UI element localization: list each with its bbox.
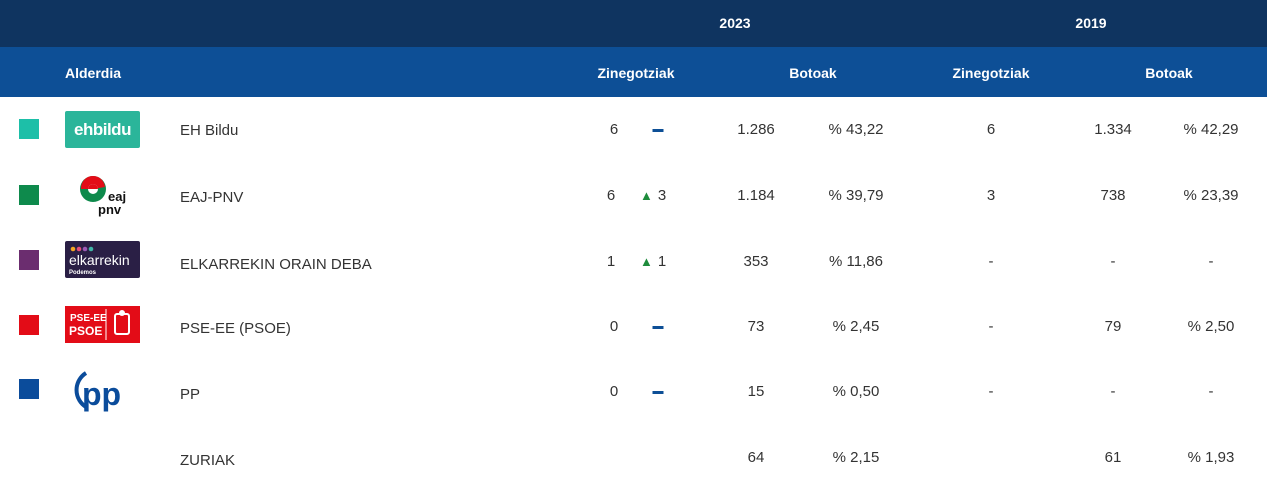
percent-2019: % 42,29 xyxy=(1183,121,1239,138)
seats-2023: 1 xyxy=(606,253,616,270)
percent-2023: % 43,22 xyxy=(828,121,884,138)
votes-2019: - xyxy=(1110,383,1116,400)
table-row: PSE-EE PSOE PSE-EE (PSOE) 0 73 % 2,45 - … xyxy=(0,293,1267,358)
votes-2019: - xyxy=(1110,253,1116,270)
eaj-pnv-logo-icon: eaj pnv xyxy=(78,173,133,218)
table-row: eaj pnv EAJ-PNV 6 ▲ 3 1.184 % 39,79 3 738… xyxy=(0,163,1267,228)
seats-2019-column-header: Zinegotziak xyxy=(952,65,1030,81)
seats-2019: - xyxy=(988,318,994,335)
party-color-swatch xyxy=(19,250,39,270)
votes-2019: 61 xyxy=(1104,449,1122,466)
votes-2019: 1.334 xyxy=(1094,121,1132,138)
percent-2019: - xyxy=(1208,383,1214,400)
percent-2019: % 2,50 xyxy=(1187,318,1235,335)
votes-2023: 353 xyxy=(743,253,769,270)
ehbildu-logo-icon: ehbildu xyxy=(65,111,140,148)
seats-2019: - xyxy=(988,383,994,400)
table-row: elkarrekin Podemos ELKARREKIN ORAIN DEBA… xyxy=(0,228,1267,293)
votes-2023: 1.286 xyxy=(737,121,775,138)
party-color-swatch xyxy=(19,119,39,139)
svg-text:eaj: eaj xyxy=(108,189,126,204)
year-2023-label: 2023 xyxy=(719,15,751,31)
elkarrekin-logo-icon: elkarrekin Podemos xyxy=(65,241,140,278)
votes-2023-column-header: Botoak xyxy=(789,65,837,81)
party-column-header: Alderdia xyxy=(65,65,122,81)
table-row: ehbildu EH Bildu 6 1.286 % 43,22 6 1.334… xyxy=(0,97,1267,162)
seats-2023: 6 xyxy=(609,121,619,138)
percent-2019: % 23,39 xyxy=(1183,187,1239,204)
year-header-bar: 2023 2019 xyxy=(0,0,1267,47)
no-change-icon xyxy=(652,129,664,132)
votes-2023: 73 xyxy=(747,318,765,335)
seats-2023: 0 xyxy=(609,318,619,335)
up-arrow-icon: ▲ xyxy=(640,254,653,269)
seats-2023: 0 xyxy=(609,383,619,400)
party-color-swatch xyxy=(19,185,39,205)
party-name: EAJ-PNV xyxy=(180,189,244,206)
votes-2019-column-header: Botoak xyxy=(1145,65,1193,81)
no-change-icon xyxy=(652,326,664,329)
pp-logo-icon: pp xyxy=(72,367,132,413)
percent-2023: % 2,15 xyxy=(832,449,880,466)
percent-2023: % 2,45 xyxy=(832,318,880,335)
seats-2019: 6 xyxy=(986,121,996,138)
percent-2019: % 1,93 xyxy=(1187,449,1235,466)
percent-2023: % 11,86 xyxy=(829,253,883,270)
votes-2019: 79 xyxy=(1104,318,1122,335)
seats-2023-column-header: Zinegotziak xyxy=(597,65,675,81)
svg-text:PSOE: PSOE xyxy=(69,324,102,338)
percent-2019: - xyxy=(1208,253,1214,270)
votes-2023: 64 xyxy=(747,449,765,466)
svg-text:pp: pp xyxy=(82,376,121,412)
party-name: EH Bildu xyxy=(180,122,239,139)
party-color-swatch xyxy=(19,315,39,335)
seats-2019: 3 xyxy=(986,187,996,204)
percent-2023: % 39,79 xyxy=(828,187,884,204)
votes-2023: 15 xyxy=(747,383,765,400)
party-name: PP xyxy=(180,386,201,403)
no-change-icon xyxy=(652,391,664,394)
party-name: ZURIAK xyxy=(180,452,236,469)
party-color-swatch xyxy=(19,379,39,399)
pse-ee-psoe-logo-icon: PSE-EE PSOE xyxy=(65,306,140,343)
percent-2023: % 0,50 xyxy=(832,383,880,400)
table-row: pp PP 0 15 % 0,50 - - - xyxy=(0,358,1267,423)
column-header-bar: Alderdia Zinegotziak Botoak Zinegotziak … xyxy=(0,47,1267,97)
seats-2023: 6 xyxy=(606,187,616,204)
year-2019-label: 2019 xyxy=(1075,15,1107,31)
up-arrow-icon: ▲ xyxy=(640,188,653,203)
svg-text:elkarrekin: elkarrekin xyxy=(69,252,130,268)
seats-change: ▲ 3 xyxy=(640,187,667,204)
table-row: ZURIAK 64 % 2,15 61 % 1,93 xyxy=(0,424,1267,489)
party-name: ELKARREKIN ORAIN DEBA xyxy=(180,256,372,273)
svg-text:pnv: pnv xyxy=(98,202,122,217)
votes-2019: 738 xyxy=(1100,187,1126,204)
party-name: PSE-EE (PSOE) xyxy=(180,320,291,337)
seats-2019: - xyxy=(988,253,994,270)
seats-change: ▲ 1 xyxy=(640,253,667,270)
svg-text:Podemos: Podemos xyxy=(69,270,97,276)
svg-text:PSE-EE: PSE-EE xyxy=(70,313,107,324)
votes-2023: 1.184 xyxy=(737,187,775,204)
